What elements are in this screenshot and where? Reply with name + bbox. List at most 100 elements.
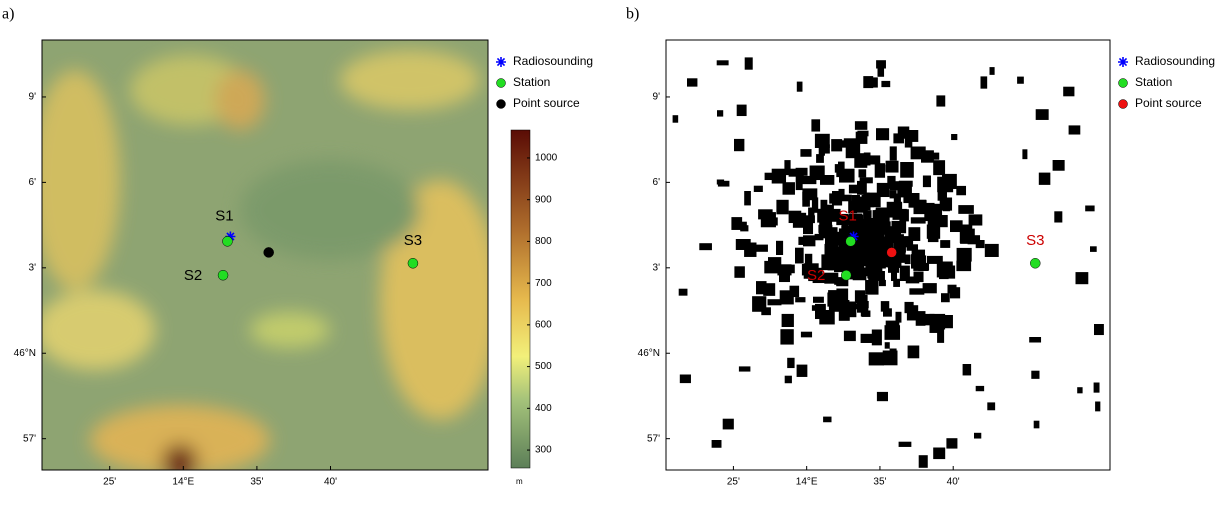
legend-marker bbox=[496, 99, 506, 109]
point-marker bbox=[217, 269, 229, 281]
urban-cell bbox=[784, 375, 792, 384]
urban-cell bbox=[906, 305, 919, 321]
urban-cell bbox=[1075, 272, 1089, 285]
urban-cell bbox=[736, 104, 747, 117]
urban-cell bbox=[968, 214, 983, 226]
urban-cell bbox=[781, 313, 794, 328]
urban-cell bbox=[678, 288, 688, 296]
urban-cell bbox=[795, 167, 808, 176]
urban-cell bbox=[734, 138, 745, 152]
legend-label: Radiosounding bbox=[1135, 54, 1215, 68]
urban-cell bbox=[795, 297, 806, 303]
urban-cell bbox=[958, 205, 974, 214]
urban-cell bbox=[744, 191, 751, 206]
urban-cell bbox=[903, 194, 920, 204]
urban-cell bbox=[848, 301, 857, 318]
x-tick-label: 35' bbox=[250, 477, 263, 488]
urban-cell bbox=[882, 350, 898, 366]
urban-cell bbox=[909, 288, 925, 295]
urban-cell bbox=[717, 110, 724, 117]
urban-cell bbox=[843, 330, 856, 342]
urban-cell bbox=[771, 168, 787, 184]
urban-cell bbox=[802, 191, 810, 207]
legend-marker bbox=[496, 57, 506, 67]
urban-cell bbox=[869, 257, 880, 272]
x-tick-label: 40' bbox=[324, 477, 337, 488]
urban-cell bbox=[863, 210, 872, 224]
urban-cell bbox=[842, 300, 850, 312]
urban-cell bbox=[854, 256, 865, 268]
legend-marker bbox=[496, 78, 506, 88]
urban-cell bbox=[834, 277, 842, 285]
colorbar-tick-label: 500 bbox=[535, 361, 552, 372]
urban-cell bbox=[808, 207, 815, 218]
urban-cell bbox=[737, 221, 747, 228]
urban-cell bbox=[899, 265, 910, 282]
urban-cell bbox=[884, 231, 891, 243]
point-marker bbox=[886, 247, 897, 258]
point-marker bbox=[1030, 258, 1041, 269]
urban-cell bbox=[933, 447, 946, 460]
urban-cell bbox=[699, 243, 712, 251]
urban-cell bbox=[756, 281, 767, 295]
urban-cell bbox=[716, 60, 729, 66]
colorbar-tick-label: 1000 bbox=[535, 153, 558, 164]
legend-marker bbox=[1118, 99, 1128, 109]
urban-cell bbox=[836, 277, 849, 287]
urban-cell bbox=[878, 279, 886, 287]
urban-cell bbox=[1031, 370, 1040, 379]
urban-cell bbox=[885, 260, 892, 267]
urban-cell bbox=[874, 163, 886, 178]
urban-cell bbox=[795, 247, 804, 264]
urban-cell bbox=[892, 207, 901, 220]
urban-cell bbox=[923, 313, 935, 326]
station-label: S2 bbox=[807, 267, 825, 284]
urban-cell bbox=[763, 283, 776, 296]
urban-cell bbox=[822, 232, 834, 239]
urban-cell bbox=[887, 229, 901, 239]
legend-marker bbox=[1118, 78, 1128, 88]
urban-cell bbox=[791, 212, 807, 221]
urban-cell bbox=[823, 416, 832, 423]
urban-cell bbox=[796, 364, 808, 377]
y-tick-label: 57' bbox=[23, 433, 36, 444]
urban-cell bbox=[975, 240, 985, 249]
urban-cell bbox=[893, 278, 901, 287]
legend-label: Station bbox=[1135, 75, 1172, 89]
urban-cell bbox=[784, 160, 791, 176]
urban-cell bbox=[836, 194, 852, 202]
urban-cell bbox=[796, 81, 803, 92]
urban-cell bbox=[782, 182, 795, 195]
urban-cell bbox=[950, 220, 963, 233]
urban-cell bbox=[877, 66, 885, 77]
urban-cell bbox=[868, 273, 876, 286]
urban-cell bbox=[841, 225, 854, 234]
legend-marker bbox=[1118, 57, 1128, 67]
urban-cell bbox=[927, 214, 936, 225]
urban-cell bbox=[858, 169, 867, 178]
urban-cell bbox=[868, 352, 884, 366]
panel-label: b) bbox=[626, 6, 639, 23]
urban-cell bbox=[831, 139, 843, 152]
point-marker bbox=[845, 236, 856, 247]
urban-cell bbox=[984, 243, 999, 257]
urban-cell bbox=[877, 249, 890, 260]
urban-cell bbox=[829, 238, 836, 250]
frame-a bbox=[41, 39, 489, 471]
urban-cell bbox=[717, 180, 730, 187]
urban-cell bbox=[1038, 172, 1051, 185]
urban-cell bbox=[897, 126, 910, 139]
urban-cell bbox=[911, 250, 924, 259]
colorbar-tick-label: 700 bbox=[535, 278, 552, 289]
urban-cell bbox=[857, 302, 863, 313]
urban-cell bbox=[949, 287, 961, 299]
y-tick-label: 9' bbox=[653, 92, 661, 103]
urban-cell bbox=[975, 385, 985, 392]
urban-cell bbox=[883, 308, 892, 317]
urban-cell bbox=[830, 231, 843, 242]
urban-cell bbox=[962, 364, 972, 376]
urban-cell bbox=[871, 329, 882, 346]
urban-cell bbox=[910, 217, 926, 224]
